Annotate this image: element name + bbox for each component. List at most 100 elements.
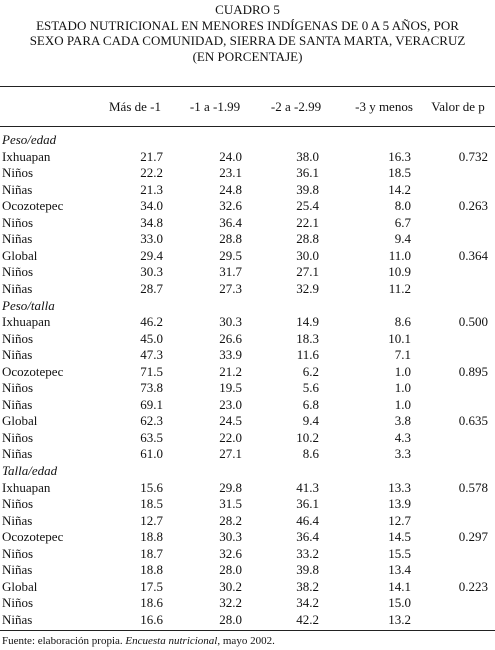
row-label: Niñas (2, 280, 33, 296)
cell: 11.2 (388, 280, 411, 296)
section-label: Peso/talla (2, 297, 55, 313)
cell: 28.8 (296, 231, 319, 247)
cell: 29.5 (219, 247, 242, 263)
cell: 36.1 (296, 496, 319, 512)
row-label: Global (2, 247, 38, 263)
cell: 36.1 (296, 165, 319, 181)
cell: 62.3 (140, 413, 163, 429)
row-label: Niños (2, 330, 34, 346)
cell: 16.6 (140, 611, 163, 627)
cell: 14.5 (388, 529, 411, 545)
title-line: SEXO PARA CADA COMUNIDAD, SIERRA DE SANT… (29, 33, 466, 48)
column-header: Más de -1 (109, 99, 161, 114)
p-value: 0.263 (458, 198, 488, 214)
cell: 24.0 (219, 148, 242, 164)
row-label: Niñas (2, 181, 33, 197)
footer: Fuente: elaboración propia. Encuesta nut… (2, 633, 275, 649)
cell: 32.6 (219, 198, 242, 214)
cell: 28.0 (219, 611, 242, 627)
row-label: Niños (2, 429, 34, 445)
cell: 61.0 (140, 446, 163, 462)
cell: 46.2 (140, 314, 163, 330)
cell: 18.8 (140, 562, 163, 578)
section-label: Peso/edad (2, 132, 57, 147)
cell: 27.3 (219, 280, 242, 296)
cell: 7.1 (394, 347, 411, 363)
cell: 18.8 (140, 529, 163, 545)
cell: 31.7 (219, 264, 242, 280)
cell: 46.4 (296, 512, 319, 528)
cell: 3.8 (394, 413, 411, 429)
cell: 23.0 (219, 396, 242, 412)
cell: 24.8 (219, 181, 242, 197)
row-label: Niñas (2, 347, 33, 363)
cell: 34.8 (140, 214, 163, 230)
p-value: 0.364 (458, 247, 488, 263)
cell: 71.5 (140, 363, 163, 379)
cell: 1.0 (394, 380, 411, 396)
p-value: 0.578 (458, 479, 488, 495)
section-label: Talla/edad (2, 463, 58, 478)
cell: 31.5 (219, 496, 242, 512)
cell: 38.0 (296, 148, 319, 164)
cell: 47.3 (140, 347, 163, 363)
cell: 12.7 (388, 512, 411, 528)
cell: 21.2 (219, 363, 242, 379)
p-value: 0.895 (458, 363, 488, 379)
cell: 23.1 (219, 165, 242, 181)
cell: 18.7 (140, 545, 163, 561)
row-label: Niñas (2, 231, 33, 247)
cell: 28.7 (140, 280, 163, 296)
cell: 73.8 (140, 380, 163, 396)
cell: 18.3 (296, 330, 319, 346)
row-label: Niños (2, 496, 34, 512)
cell: 14.1 (388, 578, 411, 594)
cell: 39.8 (296, 562, 319, 578)
cell: 9.4 (302, 413, 319, 429)
cell: 10.1 (388, 330, 411, 346)
cell: 22.2 (140, 165, 163, 181)
cell: 8.6 (302, 446, 319, 462)
cell: 1.0 (394, 363, 411, 379)
row-label: Niños (2, 545, 34, 561)
cell: 36.4 (296, 529, 319, 545)
row-label: Niñas (2, 562, 33, 578)
cell: 34.2 (296, 595, 319, 611)
cell: 18.5 (140, 496, 163, 512)
cell: 8.0 (394, 198, 411, 214)
bottom-rule (0, 630, 495, 631)
row-label: Ocozotepec (2, 198, 64, 214)
cell: 24.5 (219, 413, 242, 429)
cell: 30.3 (219, 314, 242, 330)
cell: 21.3 (140, 181, 163, 197)
cell: 15.5 (388, 545, 411, 561)
cell: 30.3 (219, 529, 242, 545)
cell: 11.0 (388, 247, 411, 263)
row-label: Ixhuapan (2, 479, 51, 495)
column-header: -3 y menos (355, 99, 413, 114)
cell: 42.2 (296, 611, 319, 627)
row-label: Global (2, 413, 38, 429)
cell: 45.0 (140, 330, 163, 346)
cell: 30.3 (140, 264, 163, 280)
cell: 8.6 (394, 314, 411, 330)
top-rule (0, 86, 495, 87)
cell: 30.0 (296, 247, 319, 263)
cell: 13.4 (388, 562, 411, 578)
cell: 29.4 (140, 247, 163, 263)
cell: 63.5 (140, 429, 163, 445)
header-rule (0, 126, 495, 127)
cell: 18.5 (388, 165, 411, 181)
cell: 33.2 (296, 545, 319, 561)
cell: 36.4 (219, 214, 242, 230)
cell: 9.4 (394, 231, 411, 247)
row-label: Niños (2, 214, 34, 230)
cell: 30.2 (219, 578, 242, 594)
cell: 33.0 (140, 231, 163, 247)
column-header: -2 a -2.99 (270, 99, 322, 114)
cell: 69.1 (140, 396, 163, 412)
footer-part: Fuente: elaboración propia. (2, 635, 126, 647)
cell: 32.6 (219, 545, 242, 561)
row-label: Niños (2, 165, 34, 181)
p-value: 0.500 (458, 314, 488, 330)
